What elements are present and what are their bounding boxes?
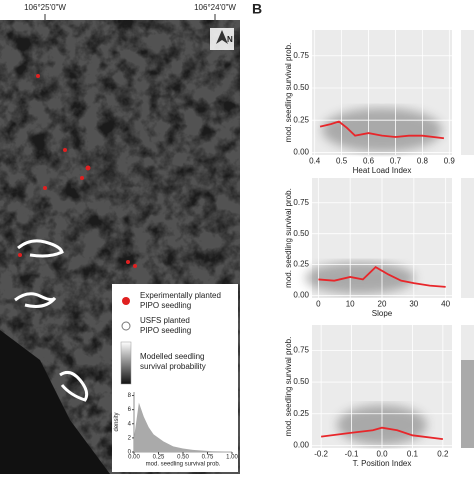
y-tick-label: 4 [128,421,132,427]
legend-text: Modelled seedling [140,352,205,361]
north-arrow [216,30,228,44]
x-tick-label: -0.1 [345,450,359,459]
x-tick-label: 0.4 [309,157,321,166]
x-tick-label: 0.5 [336,157,348,166]
legend-text: Experimentally planted [140,291,221,300]
y-tick-label: 8 [128,393,132,399]
lon-label: 106°24'0"W [194,3,236,12]
legend-experimental-symbol [122,297,130,305]
y-tick-label: 0.00 [293,441,309,450]
trend-line [318,265,446,288]
x-axis-label: Slope [372,309,393,318]
x-axis-label: T. Position Index [353,459,412,468]
legend-text: PIPO seedling [140,301,191,310]
y-tick-label: 0.75 [293,51,309,60]
y-tick-label: 0.75 [293,345,309,354]
trend-line [321,426,443,441]
cropped-panel [461,178,474,298]
map-shadow [0,330,110,474]
x-tick-label: 10 [346,300,355,309]
cropped-panel [461,360,474,448]
y-tick-label: 0.25 [293,409,309,418]
point-cloud [322,108,442,152]
x-tick-label: 0.9 [444,157,456,166]
x-axis-label: Heat Load Index [353,166,412,175]
usfs-sites [14,239,89,402]
x-tick-label: 0.7 [390,157,402,166]
y-tick-label: 0.00 [293,148,309,157]
y-tick-label: 0.50 [293,83,309,92]
x-tick-label: 1.00 [226,454,238,460]
cropped-panel [461,30,474,155]
x-tick-label: 0.6 [363,157,375,166]
x-tick-label: 0.8 [417,157,429,166]
legend-usfs-symbol [121,321,131,331]
y-axis-label: density [114,412,120,431]
legend-text: survival probability [140,362,206,371]
x-tick-label: 0.0 [376,450,388,459]
x-tick-label: 40 [441,300,450,309]
x-tick-label: 0.00 [128,454,140,460]
x-tick-label: 0.50 [177,454,189,460]
trend-line [319,120,445,140]
x-tick-label: 0.75 [202,454,214,460]
x-tick-label: 0.2 [437,450,449,459]
legend-box [112,284,238,472]
legend-gradient [120,341,132,385]
x-tick-label: 20 [378,300,387,309]
y-axis-label: mod. seedling survival prob. [284,188,293,288]
y-tick-label: 0.00 [293,291,309,300]
y-tick-label: 0.75 [293,198,309,207]
x-tick-label: 0 [316,300,321,309]
y-tick-label: 0.50 [293,377,309,386]
y-tick-label: 0 [128,450,132,456]
lon-label: 106°25'0"W [24,3,66,12]
north-label: N [227,35,233,44]
legend-text: PIPO seedling [140,326,191,335]
x-tick-label: 30 [409,300,418,309]
density-area [134,402,232,452]
y-tick-label: 0.50 [293,229,309,238]
x-tick-label: -0.2 [314,450,328,459]
y-tick-label: 0.25 [293,115,309,124]
legend-text: USFS planted [140,316,190,325]
x-axis-label: mod. seedling survival prob. [146,462,221,468]
y-tick-label: 0.25 [293,260,309,269]
panel-label: B [252,1,262,17]
experimental-sites [18,74,137,268]
x-tick-label: 0.1 [407,450,419,459]
y-axis-label: mod. seedling survival prob. [284,43,293,143]
y-axis-label: mod. seedling survival prob. [284,337,293,437]
y-tick-label: 2 [128,435,132,441]
y-tick-label: 6 [128,407,132,413]
x-tick-label: 0.25 [153,454,165,460]
